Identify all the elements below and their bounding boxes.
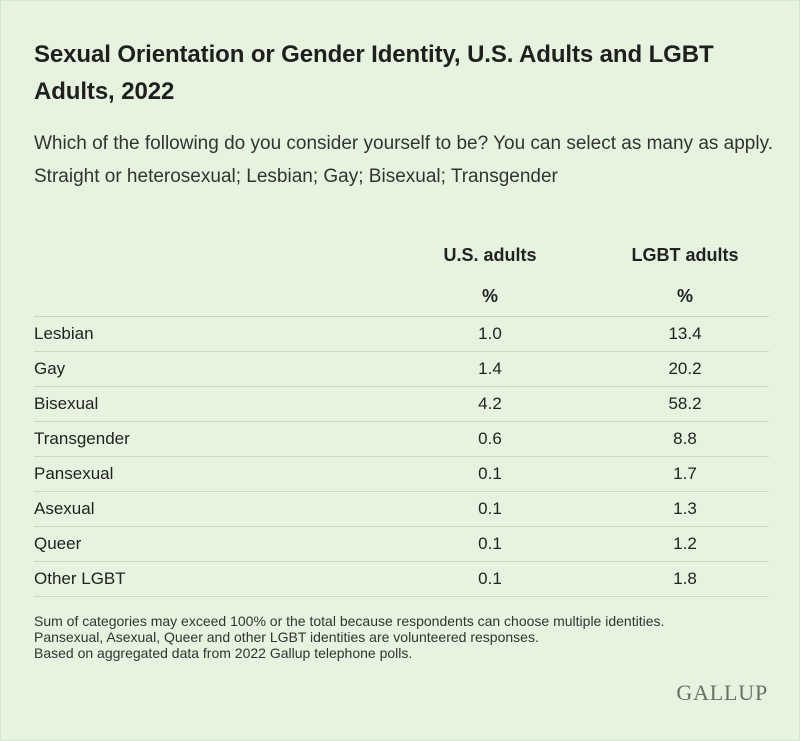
row-label: Transgender	[34, 429, 130, 448]
chart-title: Sexual Orientation or Gender Identity, U…	[34, 41, 714, 105]
us-adults-value: 1.0	[478, 324, 502, 343]
table-row: Gay 1.4 20.2	[34, 352, 769, 387]
table-row: Queer 0.1 1.2	[34, 527, 769, 562]
header-divider	[34, 316, 769, 317]
lgbt-adults-value: 20.2	[668, 359, 702, 378]
lgbt-adults-value: 1.2	[673, 534, 697, 553]
table-row: Other LGBT 0.1 1.8	[34, 562, 769, 597]
lgbt-adults-value: 13.4	[668, 324, 702, 343]
lgbt-adults-value: 1.8	[673, 569, 697, 588]
table-row: Pansexual 0.1 1.7	[34, 457, 769, 492]
us-adults-value: 0.1	[478, 569, 502, 588]
footnote-line: Sum of categories may exceed 100% or the…	[34, 613, 665, 629]
table-row: Lesbian 1.0 13.4	[34, 317, 769, 352]
table-rows: Lesbian 1.0 13.4 Gay 1.4 20.2 Bisexual 4…	[34, 317, 769, 597]
us-adults-value: 0.1	[478, 499, 502, 518]
lgbt-adults-value: 1.3	[673, 499, 697, 518]
lgbt-adults-value: 8.8	[673, 429, 697, 448]
column-unit-lgbt-adults: %	[676, 286, 693, 306]
column-unit-us-adults: %	[481, 286, 498, 306]
gallup-logo: GALLUP	[676, 680, 768, 705]
table-row: Asexual 0.1 1.3	[34, 492, 769, 527]
row-label: Pansexual	[34, 464, 114, 483]
table-row: Transgender 0.6 8.8	[34, 422, 769, 457]
row-label: Other LGBT	[34, 569, 126, 588]
row-label: Asexual	[34, 499, 95, 518]
row-label: Lesbian	[34, 324, 94, 343]
table-row: Bisexual 4.2 58.2	[34, 387, 769, 422]
row-label: Bisexual	[34, 394, 99, 413]
footnote-line: Based on aggregated data from 2022 Gallu…	[34, 645, 413, 661]
us-adults-value: 0.6	[478, 429, 502, 448]
chart-subtitle: Which of the following do you consider y…	[34, 133, 773, 187]
table-header: U.S. adults LGBT adults % %	[34, 233, 769, 317]
column-header-us-adults: U.S. adults	[443, 245, 537, 265]
row-label: Queer	[34, 534, 82, 553]
us-adults-value: 0.1	[478, 464, 502, 483]
lgbt-adults-value: 1.7	[673, 464, 697, 483]
lgbt-adults-value: 58.2	[668, 394, 702, 413]
row-label: Gay	[34, 359, 66, 378]
data-table: U.S. adults LGBT adults % % Lesbian 1.0 …	[34, 233, 769, 597]
footnotes: Sum of categories may exceed 100% or the…	[34, 613, 774, 661]
us-adults-value: 4.2	[478, 394, 502, 413]
footnote-line: Pansexual, Asexual, Queer and other LGBT…	[34, 629, 539, 645]
us-adults-value: 0.1	[478, 534, 502, 553]
column-header-lgbt-adults: LGBT adults	[631, 245, 739, 265]
us-adults-value: 1.4	[478, 359, 502, 378]
